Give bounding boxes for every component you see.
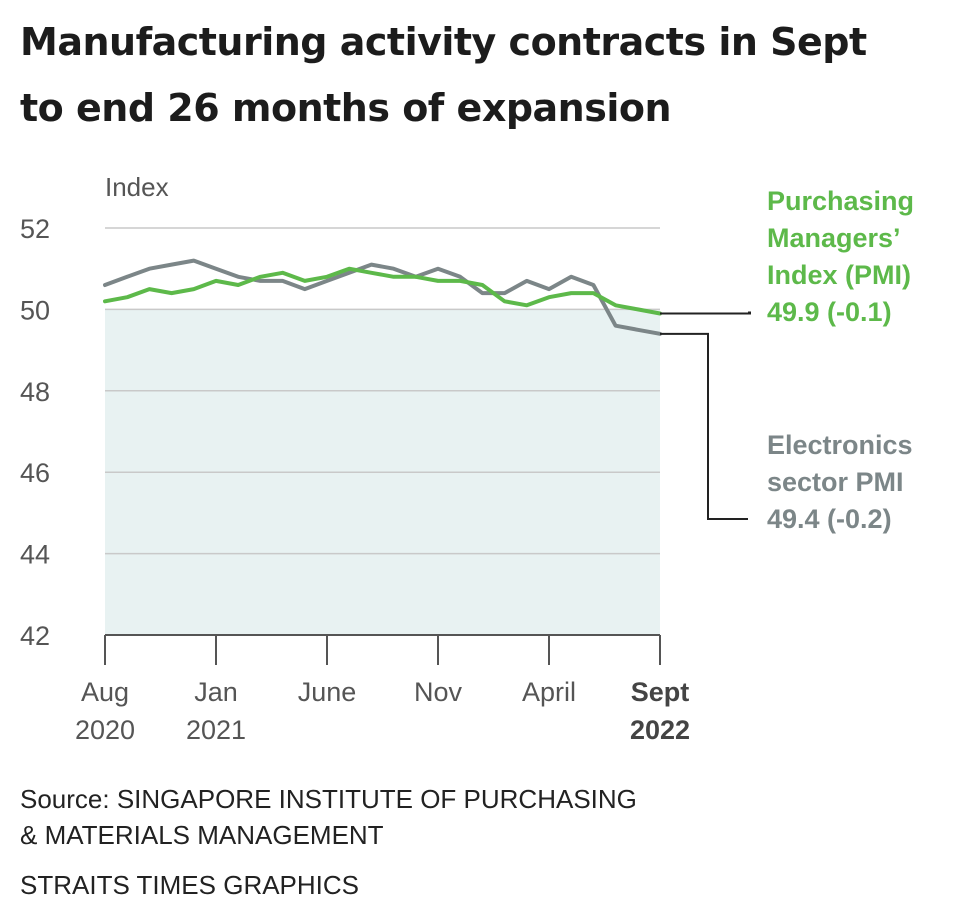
credit-line: STRAITS TIMES GRAPHICS — [20, 870, 360, 900]
x-tick-label: Sept — [631, 677, 690, 707]
chart-title-line-2: to end 26 months of expansion — [20, 86, 672, 130]
source-line-2: & MATERIALS MANAGEMENT — [20, 820, 384, 850]
y-tick-label: 52 — [20, 214, 50, 244]
x-tick-label: Aug — [81, 677, 129, 707]
x-tick-label: Nov — [414, 677, 463, 707]
pmi-label-line: Index (PMI) — [767, 260, 911, 290]
electronics-series-line — [103, 258, 662, 336]
pmi-label-line: Purchasing — [767, 186, 914, 216]
y-tick-label: 42 — [20, 621, 50, 651]
y-tick-label: 50 — [20, 295, 50, 325]
line-chart: 42 44 46 48 50 52 Index Aug 2020 Jan 2021 June Nov Ap… — [20, 172, 914, 745]
chart-title-line-1: Manufacturing activity contracts in Sept — [20, 20, 867, 64]
pmi-label-line: Managers’ — [767, 223, 901, 253]
y-tick-label: 48 — [20, 377, 50, 407]
x-tick-label: 2020 — [75, 715, 135, 745]
pmi-label-line: 49.9 (-0.1) — [767, 297, 892, 327]
y-tick-label: 46 — [20, 458, 50, 488]
x-tick-label: Jan — [194, 677, 238, 707]
y-tick-label: 44 — [20, 540, 50, 570]
electronics-label-line: 49.4 (-0.2) — [767, 504, 892, 534]
y-axis-label: Index — [105, 172, 169, 202]
x-tick-label: June — [298, 677, 357, 707]
electronics-leader-line — [660, 332, 748, 520]
x-tick-label: April — [522, 677, 576, 707]
x-tick-label: 2021 — [186, 715, 246, 745]
electronics-label-line: Electronics — [767, 430, 913, 460]
pmi-leader-line — [660, 311, 751, 315]
electronics-label-line: sector PMI — [767, 467, 904, 497]
x-tick-label: 2022 — [630, 715, 690, 745]
source-line-1: Source: SINGAPORE INSTITUTE OF PURCHASIN… — [20, 784, 637, 814]
pmi-series-line — [103, 266, 662, 316]
